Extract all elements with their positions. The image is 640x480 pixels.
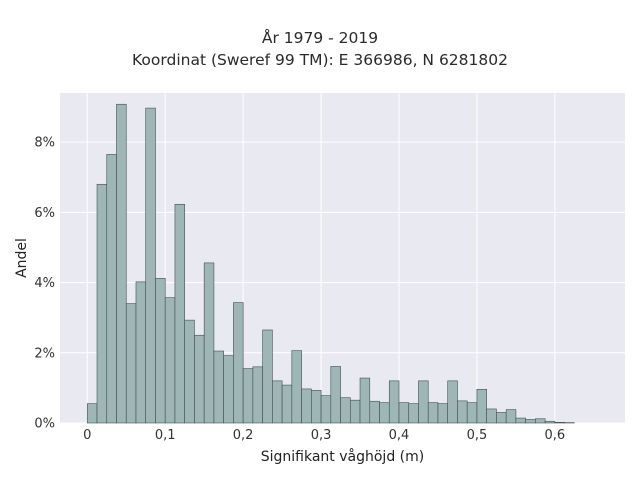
histogram-bar	[96, 183, 108, 424]
histogram-bar	[330, 366, 341, 424]
y-tick-label: 8%	[34, 136, 55, 151]
chart-title-line-2: Koordinat (Sweref 99 TM): E 366986, N 62…	[132, 51, 508, 69]
y-axis-ticks: 0% 2% 4% 6% 8%	[34, 136, 55, 432]
histogram-bar	[408, 403, 419, 424]
histogram-bar	[525, 419, 536, 424]
histogram-bar	[125, 303, 137, 424]
histogram-bar	[203, 262, 215, 424]
histogram-bar	[213, 350, 224, 424]
bars	[86, 103, 575, 424]
histogram-bar	[262, 329, 273, 424]
x-tick-label: 0,5	[467, 428, 488, 443]
x-tick-label: 0,6	[545, 428, 566, 443]
histogram-bar	[86, 403, 98, 424]
histogram-bar	[272, 380, 283, 424]
histogram-bar	[184, 319, 195, 424]
x-tick-label: 0,2	[233, 428, 254, 443]
histogram-bar	[359, 377, 371, 424]
histogram-bar	[398, 402, 410, 424]
histogram-bar	[281, 384, 293, 424]
histogram-bar	[174, 203, 185, 424]
histogram-bar	[164, 297, 176, 424]
histogram-bar	[437, 403, 449, 424]
histogram-bar	[457, 400, 468, 424]
histogram-bar	[544, 420, 556, 424]
histogram-bar	[427, 402, 439, 424]
y-tick-label: 6%	[34, 206, 55, 221]
y-tick-label: 2%	[34, 346, 55, 361]
histogram-bar	[554, 421, 565, 424]
histogram-bar	[496, 412, 507, 424]
histogram-bar	[106, 154, 117, 424]
histogram-bar	[447, 380, 458, 424]
y-tick-label: 0%	[34, 417, 55, 432]
histogram-bar	[252, 366, 263, 424]
histogram-bar	[505, 409, 517, 424]
histogram-bar	[135, 281, 147, 424]
histogram-bar	[291, 350, 302, 424]
x-tick-label: 0,3	[311, 428, 332, 443]
histogram-bar	[466, 402, 478, 424]
histogram-bar	[340, 397, 351, 424]
histogram-bar	[476, 388, 487, 424]
histogram-bar	[233, 302, 244, 424]
histogram-bar	[379, 402, 390, 424]
histogram-bar	[515, 417, 526, 424]
histogram-bar	[388, 380, 400, 424]
histogram-bar	[155, 278, 166, 424]
histogram-bar	[242, 368, 254, 424]
x-tick-label: 0	[83, 428, 91, 443]
histogram-bar	[301, 388, 312, 424]
y-axis-label: Andel	[14, 238, 30, 278]
histogram-bar	[486, 408, 497, 424]
histogram-bar	[369, 400, 380, 424]
chart-title-line-1: År 1979 - 2019	[261, 29, 379, 47]
histogram-bar	[535, 418, 546, 424]
histogram-bar	[145, 107, 156, 424]
histogram-bar	[116, 103, 127, 424]
histogram-bar	[194, 334, 205, 424]
x-tick-label: 0,1	[155, 428, 176, 443]
histogram-bar	[349, 399, 361, 424]
x-axis-label: Signifikant våghöjd (m)	[261, 448, 424, 465]
histogram-bar	[223, 355, 234, 424]
histogram-bar	[418, 380, 429, 424]
histogram-bar	[320, 395, 332, 424]
histogram-bar	[311, 390, 322, 424]
y-tick-label: 4%	[34, 276, 55, 291]
x-axis-ticks: 0 0,1 0,2 0,3 0,4 0,5 0,6	[83, 428, 565, 443]
x-tick-label: 0,4	[389, 428, 410, 443]
